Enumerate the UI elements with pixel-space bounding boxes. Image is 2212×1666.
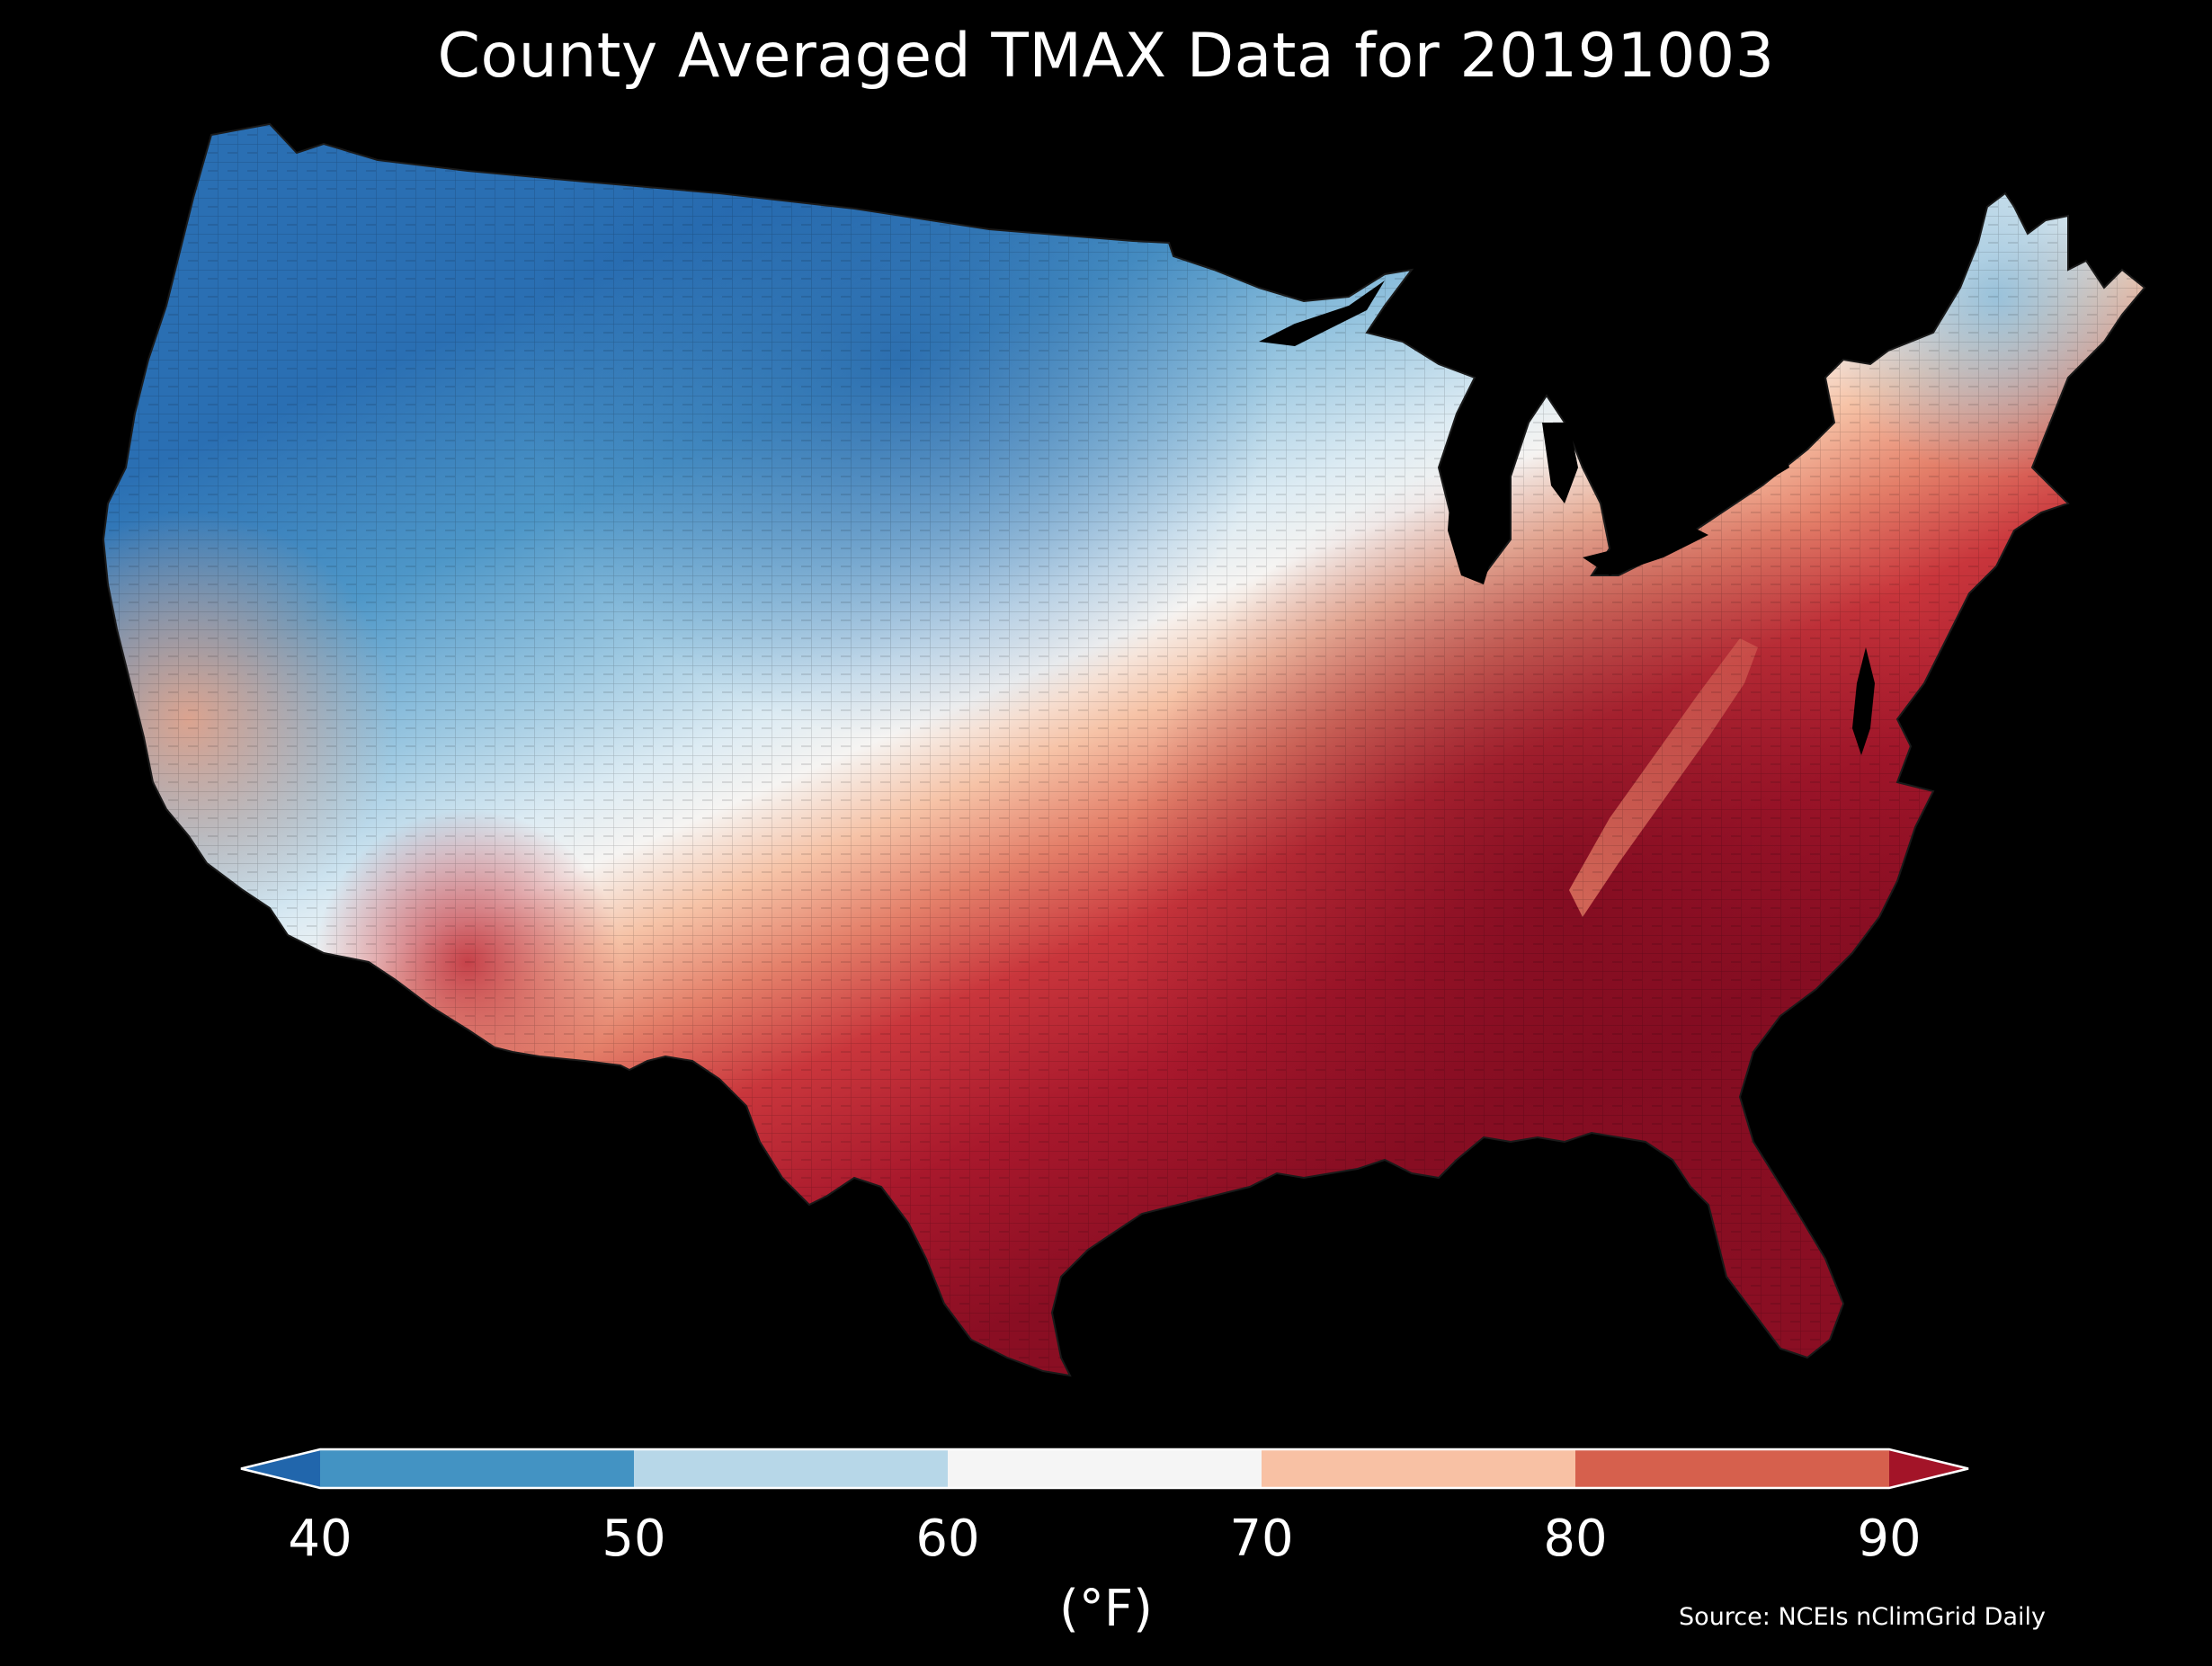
colorbar-bin-2 [634, 1449, 948, 1488]
colorbar-tick-label: 90 [1857, 1510, 1922, 1568]
colorbar-tick-label: 80 [1543, 1510, 1608, 1568]
colorbar-under-arrow [241, 1449, 320, 1488]
map-title: County Averaged TMAX Data for 20191003 [437, 21, 1775, 92]
chesapeake-bay [1852, 647, 1875, 755]
colorbar-over-arrow [1889, 1449, 1968, 1488]
colorbar-bin-3 [948, 1449, 1262, 1488]
source-credit: Source: NCEIs nClimGrid Daily [1679, 1603, 2046, 1631]
great-lakes [1259, 281, 1789, 584]
colorbar-tick-label: 40 [288, 1510, 352, 1568]
county-fill-layer [103, 124, 2145, 1376]
colorbar-tick-label: 50 [602, 1510, 666, 1568]
us-county-map [103, 123, 2145, 1376]
colorbar-bin-1 [320, 1449, 634, 1488]
colorbar-tick-label: 70 [1229, 1510, 1294, 1568]
colorbar-unit-label: (°F) [1059, 1580, 1153, 1638]
colorbar-bin-4 [1262, 1449, 1575, 1488]
colorbar-bin-5 [1575, 1449, 1889, 1488]
colorbar-tick-label: 60 [915, 1510, 980, 1568]
